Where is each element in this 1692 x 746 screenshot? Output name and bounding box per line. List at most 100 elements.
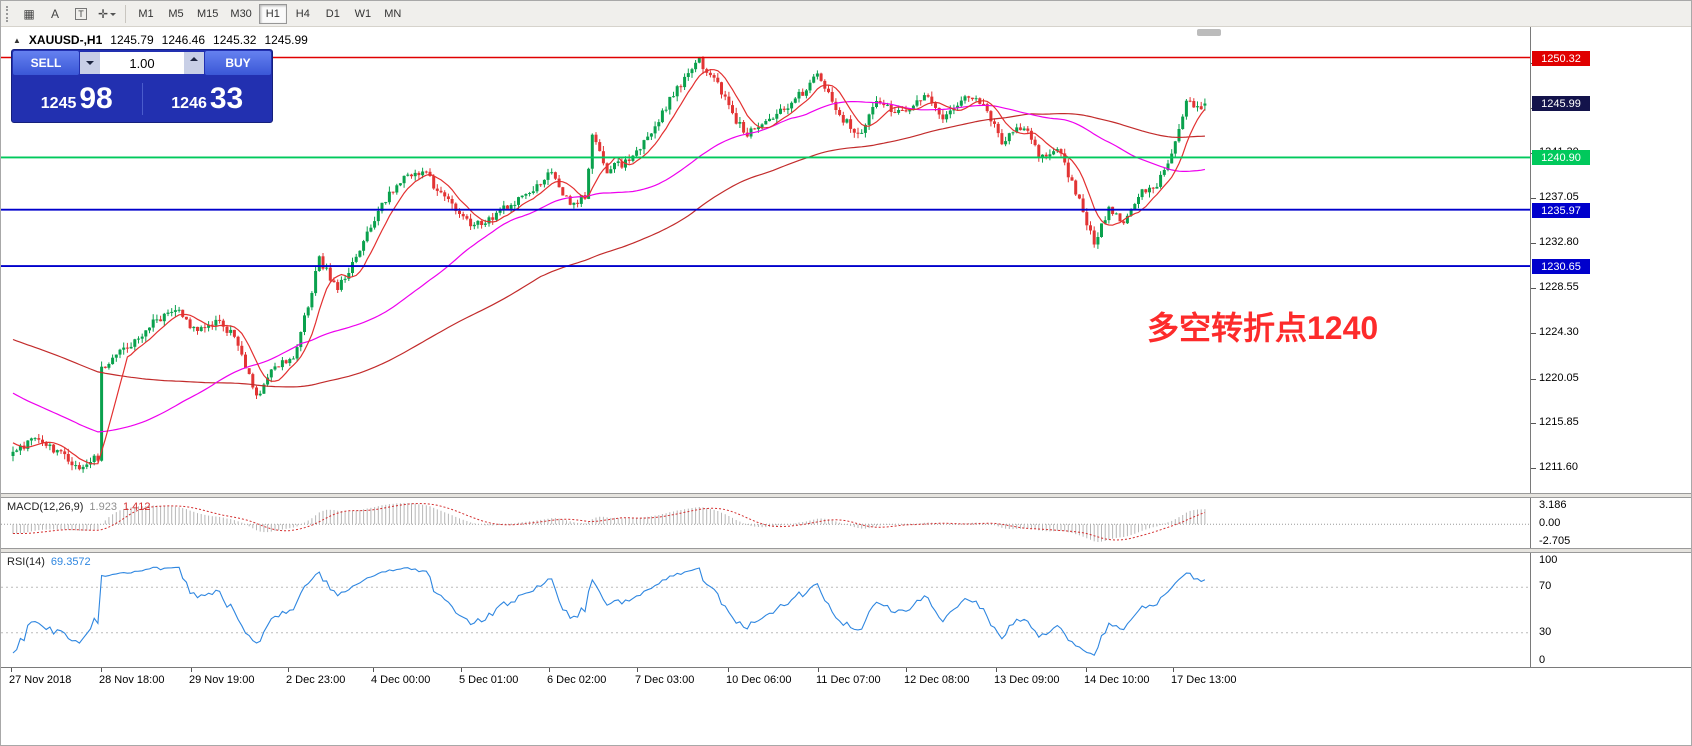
volume-increase-button[interactable] (184, 52, 204, 74)
time-axis-label: 28 Nov 18:00 (99, 674, 165, 686)
macd-axis-zero: 0.00 (1539, 517, 1561, 529)
macd-axis-max: 3.186 (1539, 499, 1567, 511)
macd-main-value: 1.923 (89, 501, 117, 513)
main-chart-region[interactable]: ▲ XAUUSD-,H1 1245.79 1246.46 1245.32 124… (1, 27, 1530, 493)
panel-splitter[interactable] (1, 493, 1691, 498)
buy-button[interactable]: BUY (205, 51, 271, 75)
timeframe-m5-button[interactable]: M5 (162, 4, 190, 24)
time-axis-label: 27 Nov 2018 (9, 674, 72, 686)
toolbar-grip[interactable] (6, 5, 10, 22)
price-axis-tickmark (1531, 423, 1536, 424)
volume-decrease-button[interactable] (80, 52, 100, 74)
macd-panel[interactable]: MACD(12,26,9) 1.923 1.412 (1, 498, 1530, 548)
macd-axis-min: -2.705 (1539, 535, 1571, 547)
time-axis-label: 5 Dec 01:00 (459, 674, 519, 686)
time-axis-label: 29 Nov 19:00 (189, 674, 255, 686)
price-axis-tickmark (1531, 243, 1536, 244)
text-label-icon[interactable]: A (43, 4, 67, 24)
macd-plot[interactable] (1, 498, 1530, 548)
high-value: 1246.46 (161, 33, 206, 47)
sell-price[interactable]: 1245 98 (12, 84, 142, 114)
chart-annotation-text: 多空转折点1240 (1147, 310, 1379, 346)
collapse-arrow-icon[interactable]: ▲ (13, 35, 21, 45)
timeframe-h4-button[interactable]: H4 (289, 4, 317, 24)
price-axis-tick-label: 1224.30 (1539, 326, 1579, 338)
close-value: 1245.99 (264, 33, 308, 47)
timeframe-m30-button[interactable]: M30 (225, 4, 256, 24)
chevron-down-icon (110, 12, 117, 19)
price-axis-tick-label: 1228.55 (1539, 281, 1579, 293)
time-axis[interactable]: 27 Nov 2018 28 Nov 18:00 29 Nov 19:00 2 Dec… (1, 667, 1691, 695)
chart-header: ▲ XAUUSD-,H1 1245.79 1246.46 1245.32 124… (13, 33, 308, 47)
time-axis-tick (101, 668, 102, 672)
buy-price-main: 1246 (171, 95, 207, 112)
price-axis-tick-label: 1215.85 (1539, 416, 1579, 428)
buy-price[interactable]: 1246 33 (143, 84, 273, 114)
sell-button[interactable]: SELL (13, 51, 79, 75)
hline-price-label: 1230.65 (1532, 259, 1590, 274)
time-axis-tick (373, 668, 374, 672)
time-axis-label: 2 Dec 23:00 (286, 674, 346, 686)
rsi-panel[interactable]: RSI(14) 69.3572 (1, 553, 1530, 667)
time-axis-label: 7 Dec 03:00 (635, 674, 695, 686)
current-price-label: 1245.99 (1532, 96, 1590, 111)
price-axis-tick-label: 1220.05 (1539, 372, 1579, 384)
price-axis-tickmark (1531, 198, 1536, 199)
time-axis-label: 4 Dec 00:00 (371, 674, 431, 686)
price-axis[interactable]: 1249.801245.551241.301237.051232.801228.… (1530, 27, 1691, 493)
time-axis-label: 17 Dec 13:00 (1171, 674, 1237, 686)
symbol-timeframe-label: XAUUSD-,H1 (28, 33, 103, 47)
panel-splitter[interactable] (1, 548, 1691, 553)
volume-input[interactable] (100, 52, 184, 74)
rsi-axis-label: 30 (1539, 626, 1552, 638)
macd-title: MACD(12,26,9) (7, 501, 84, 513)
rsi-plot[interactable] (1, 553, 1530, 667)
timeframe-h1-button[interactable]: H1 (258, 3, 287, 24)
hline-price-label: 1235.97 (1532, 203, 1590, 218)
one-click-trading-panel: SELL BUY 1245 98 1246 33 (11, 49, 273, 123)
trade-panel-controls: SELL BUY (12, 50, 272, 76)
rsi-line (12, 566, 1206, 656)
template-icon[interactable]: T (69, 4, 93, 24)
timeframe-mn-button[interactable]: MN (379, 4, 407, 24)
time-axis-tick (728, 668, 729, 672)
tile-windows-icon[interactable]: ▦ (17, 4, 41, 24)
time-axis-tick (191, 668, 192, 672)
price-axis-tick-label: 1232.80 (1539, 236, 1579, 248)
time-axis-tick (288, 668, 289, 672)
ma-line-120 (12, 112, 1205, 388)
time-axis-label: 14 Dec 10:00 (1084, 674, 1150, 686)
hline-price-label: 1240.90 (1532, 150, 1590, 165)
sell-price-main: 1245 (40, 95, 77, 112)
price-axis-tickmark (1531, 333, 1536, 334)
time-axis-tick (1086, 668, 1087, 672)
timeframe-d1-button[interactable]: D1 (319, 4, 347, 24)
template-icon-glyph: T (75, 7, 87, 20)
time-axis-tick (549, 668, 550, 672)
time-axis-tick (1173, 668, 1174, 672)
time-axis-tick (11, 668, 12, 672)
time-axis-label: 10 Dec 06:00 (726, 674, 792, 686)
chart-shift-marker[interactable] (1197, 29, 1221, 36)
sell-price-frac: 98 (79, 82, 113, 115)
time-axis-tick (637, 668, 638, 672)
price-axis-tick-label: 1211.60 (1539, 461, 1578, 473)
time-axis-tick (906, 668, 907, 672)
buy-price-frac: 33 (209, 82, 244, 115)
macd-axis[interactable]: 3.186 0.00 -2.705 (1530, 498, 1691, 548)
timeframe-m15-button[interactable]: M15 (192, 4, 223, 24)
price-axis-tickmark (1531, 379, 1536, 380)
macd-label: MACD(12,26,9) 1.923 1.412 (7, 501, 150, 513)
time-axis-label: 13 Dec 09:00 (994, 674, 1060, 686)
timeframe-m1-button[interactable]: M1 (132, 4, 160, 24)
macd-signal-line (13, 502, 1206, 541)
timeframe-w1-button[interactable]: W1 (349, 4, 377, 24)
rsi-axis[interactable]: 100 70 30 0 (1530, 553, 1691, 667)
macd-histogram (12, 503, 1206, 542)
crosshair-icon[interactable]: ✛ (95, 4, 119, 24)
time-axis-label: 12 Dec 08:00 (904, 674, 970, 686)
rsi-axis-label: 70 (1539, 580, 1552, 592)
rsi-label: RSI(14) 69.3572 (7, 556, 91, 568)
price-axis-tick-label: 1237.05 (1539, 191, 1579, 203)
